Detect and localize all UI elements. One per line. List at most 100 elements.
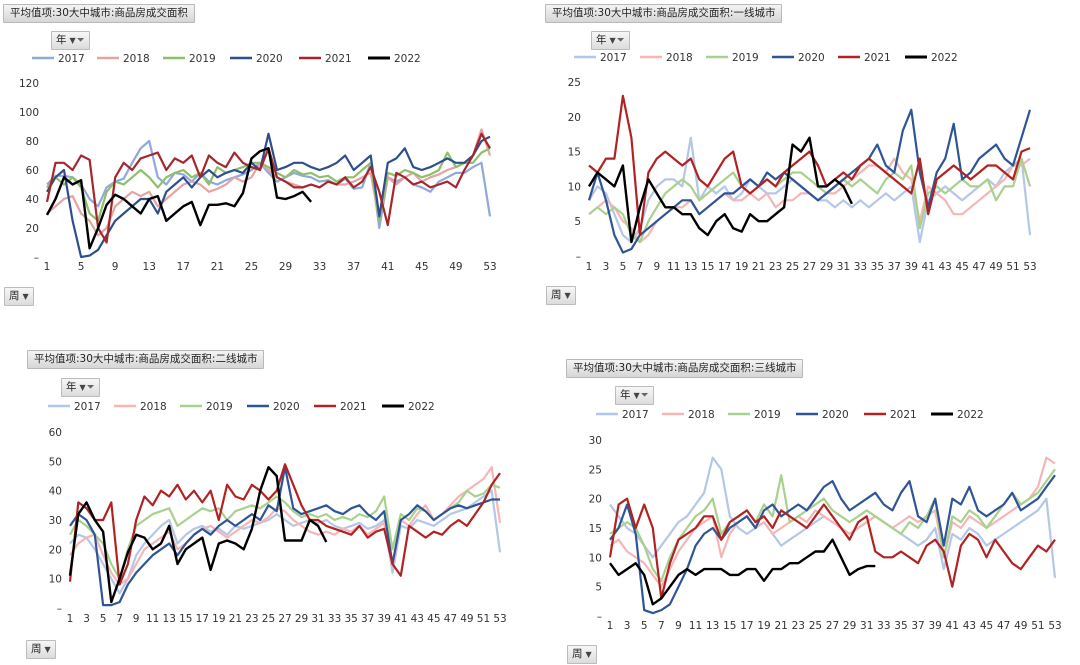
x-tick-label: 19 [757,620,770,632]
y-tick-label: 25 [568,77,581,89]
y-tick-label: 5 [595,582,602,594]
week-filter-button[interactable]: 周 ▼ [26,640,56,659]
year-filter-label: 年 [620,389,631,401]
year-filter-button[interactable]: 年 ▼⏷ [591,31,630,50]
x-tick-label: 31 [860,620,873,632]
year-filter-label: 年 [56,34,67,46]
year-filter-button[interactable]: 年 ▼⏷ [51,31,90,50]
x-tick-label: 5 [641,620,648,632]
x-tick-label: 45 [980,620,993,632]
x-tick-label: 11 [146,613,159,625]
x-tick-label: 1 [607,620,614,632]
y-tick-label: 10 [568,181,581,193]
x-tick-label: 3 [624,620,631,632]
y-tick-label: 30 [49,515,62,527]
x-tick-label: 17 [718,261,731,273]
x-tick-label: 13 [684,261,697,273]
x-tick-label: 1 [44,261,51,273]
x-tick-label: 37 [911,620,924,632]
y-tick-label: 15 [589,523,602,535]
year-filter-label: 年 [66,381,77,393]
x-tick-label: 49 [449,261,462,273]
year-filter-button[interactable]: 年 ▼⏷ [61,378,100,397]
x-tick-label: 35 [871,261,884,273]
x-tick-label: 9 [675,620,682,632]
week-filter-label: 周 [551,289,562,301]
series-line-2021 [68,463,501,586]
y-tick-label: 120 [19,78,39,90]
x-tick-label: 27 [278,613,291,625]
chart-title: 平均值项:30大中城市:商品房成交面积:三线城市 [566,359,804,378]
x-tick-label: 29 [295,613,308,625]
legend-label: 2022 [394,53,421,65]
legend-label: 2018 [123,53,150,65]
y-tick-label: 10 [589,552,602,564]
x-tick-label: 7 [637,261,644,273]
x-tick-label: 15 [723,620,736,632]
x-tick-label: 33 [877,620,890,632]
legend-label: 2019 [189,53,216,65]
y-tick-label: 60 [49,427,62,439]
x-tick-label: 33 [328,613,341,625]
x-tick-label: 11 [689,620,702,632]
series-line-2019 [46,147,491,222]
y-tick-label: 15 [568,147,581,159]
chart-title: 平均值项:30大中城市:商品房成交面积:二线城市 [27,350,265,369]
series-line-2020 [46,132,491,259]
legend-label: 2021 [340,401,367,413]
x-tick-label: 3 [83,613,90,625]
x-tick-label: 45 [955,261,968,273]
y-tick-label: 30 [589,435,602,447]
y-tick-label: 60 [26,165,39,177]
x-tick-label: 47 [444,613,457,625]
x-tick-label: 53 [1048,620,1061,632]
legend-label: 2020 [273,401,300,413]
x-tick-label: 17 [740,620,753,632]
x-tick-label: 9 [133,613,140,625]
x-tick-label: 35 [344,613,357,625]
x-tick-label: 33 [313,261,326,273]
legend-label: 2022 [408,401,435,413]
legend-label: 2022 [957,409,984,421]
week-filter-label: 周 [572,648,583,660]
legend-label: 2017 [600,52,627,64]
y-tick-label: – [597,611,602,623]
series-line-2022 [587,136,853,244]
legend-label: 2019 [754,409,781,421]
week-filter-button[interactable]: 周 ▼ [546,286,576,305]
legend-label: 2019 [206,401,233,413]
x-tick-label: 19 [212,613,225,625]
week-filter-label: 周 [31,643,42,655]
y-tick-label: 5 [574,216,581,228]
y-tick-label: 20 [568,112,581,124]
series-line-2022 [45,147,313,250]
week-filter-button[interactable]: 周 ▼ [567,645,597,664]
filter-funnel-icon: ⏷ [76,35,85,46]
series-line-2020 [587,108,1032,254]
series-line-2021 [608,497,1056,600]
x-tick-label: 21 [774,620,787,632]
legend-label: 2021 [890,409,917,421]
x-tick-label: 15 [179,613,192,625]
series-line-2022 [68,466,328,604]
week-filter-button[interactable]: 周 ▼ [4,287,34,306]
x-tick-label: 51 [1031,620,1044,632]
week-filter-label: 周 [9,290,20,302]
year-filter-button[interactable]: 年 ▼⏷ [615,386,654,405]
dropdown-arrow-icon: ▼ [564,291,571,300]
legend-label: 2018 [688,409,715,421]
x-tick-label: 21 [229,613,242,625]
x-tick-label: 23 [769,261,782,273]
x-tick-label: 13 [163,613,176,625]
series-line-2019 [609,468,1056,582]
series-line-2020 [609,474,1056,615]
legend-label: 2017 [58,53,85,65]
dropdown-arrow-icon: ▼ [633,391,640,400]
year-filter-label: 年 [596,34,607,46]
x-tick-label: 41 [922,261,935,273]
dropdown-arrow-icon: ▼ [22,292,29,301]
x-tick-label: 5 [78,261,85,273]
y-tick-label: – [576,251,581,263]
